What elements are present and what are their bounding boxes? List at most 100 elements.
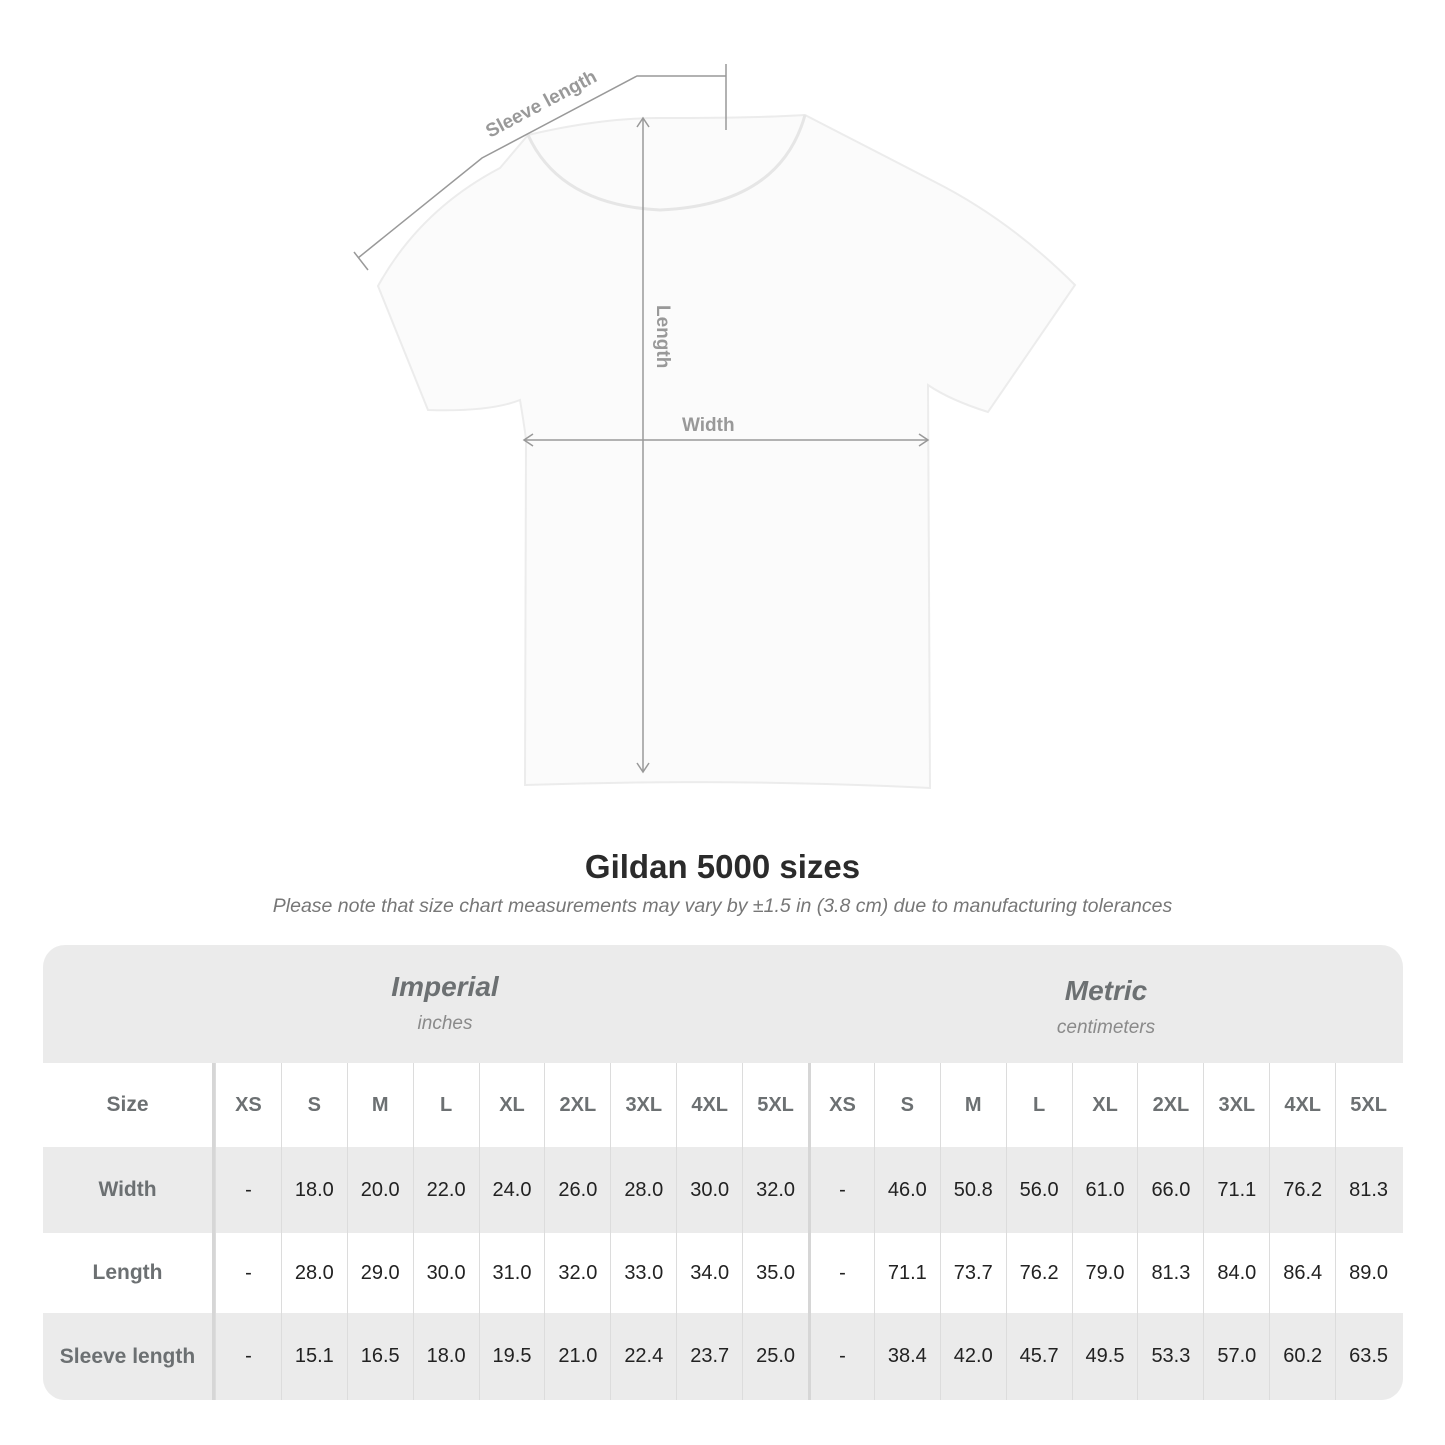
imperial-value-cell: 18.0	[280, 1147, 347, 1233]
metric-value-cell: 42.0	[939, 1313, 1006, 1400]
size-label: Size	[43, 1063, 215, 1147]
metric-value-cell: 57.0	[1203, 1313, 1269, 1400]
tolerance-note: Please note that size chart measurements…	[272, 895, 1173, 917]
imperial-value-cell: -	[215, 1233, 281, 1313]
imperial-size-header: 3XL	[610, 1063, 676, 1147]
imperial-value-cell: 35.0	[742, 1233, 808, 1313]
imperial-value-cell: -	[215, 1313, 281, 1400]
width-arrow-right	[918, 433, 930, 447]
table-row: Width -18.0 20.0 22.0 24.0 26.0 28.0 30.0 32.0-4…	[43, 1147, 1403, 1233]
imperial-size-header: 2XL	[544, 1063, 610, 1147]
metric-size-header: 3XL	[1203, 1063, 1269, 1147]
metric-value-cell: 81.3	[1137, 1233, 1203, 1313]
imperial-value-cell: 26.0	[544, 1147, 610, 1233]
tshirt-diagram: Sleeve length Length Width	[353, 64, 1077, 790]
metric-header: Metric centimeters	[809, 945, 1403, 1093]
imperial-value-cell: 15.1	[280, 1313, 347, 1400]
metric-value-cell: 60.2	[1269, 1313, 1335, 1400]
imperial-size-header: 5XL	[742, 1063, 808, 1147]
imperial-value-cell: 32.0	[544, 1233, 610, 1313]
metric-value-cell: 84.0	[1203, 1233, 1269, 1313]
metric-value-cell: 81.3	[1335, 1147, 1401, 1233]
metric-size-header: XL	[1071, 1063, 1138, 1147]
imperial-value-cell: 22.4	[610, 1313, 676, 1400]
row-label: Width	[43, 1147, 215, 1233]
metric-size-header: M	[939, 1063, 1006, 1147]
length-arrow-bottom	[636, 762, 650, 774]
length-arrow-top	[636, 116, 650, 128]
imperial-size-header: L	[412, 1063, 479, 1147]
imperial-value-cell: -	[215, 1147, 281, 1233]
metric-value-cell: 61.0	[1071, 1147, 1138, 1233]
imperial-size-header: M	[346, 1063, 413, 1147]
metric-title: Metric	[1064, 975, 1148, 1006]
size-header-row: Size XS S M L XL 2XL 3XL 4XL 5XL XS S M L XL 2XL 3XL 4XL…	[43, 1063, 1403, 1147]
row-label: Sleeve length	[43, 1313, 215, 1400]
metric-size-header: 5XL	[1335, 1063, 1401, 1147]
metric-value-cell: 63.5	[1335, 1313, 1401, 1400]
imperial-size-header: XS	[215, 1063, 281, 1147]
metric-value-cell: 76.2	[1269, 1147, 1335, 1233]
imperial-value-cell: 30.0	[412, 1233, 479, 1313]
imperial-value-cell: 28.0	[610, 1147, 676, 1233]
sleeve-measure-line	[357, 75, 726, 259]
imperial-value-cell: 24.0	[478, 1147, 545, 1233]
row-label: Length	[43, 1233, 215, 1313]
metric-size-header: XS	[808, 1063, 874, 1147]
metric-unit: centimeters	[1056, 1017, 1156, 1038]
imperial-value-cell: 21.0	[544, 1313, 610, 1400]
metric-value-cell: 45.7	[1005, 1313, 1072, 1400]
metric-value-cell: 56.0	[1005, 1147, 1072, 1233]
sleeve-tick-left	[353, 251, 369, 271]
metric-size-header: S	[873, 1063, 940, 1147]
imperial-value-cell: 23.7	[676, 1313, 742, 1400]
metric-size-header: 2XL	[1137, 1063, 1203, 1147]
imperial-value-cell: 29.0	[346, 1233, 413, 1313]
table-row: Length -28.0 29.0 30.0 31.0 32.0 33.0 34.0 35.0-…	[43, 1233, 1403, 1313]
imperial-value-cell: 32.0	[742, 1147, 808, 1233]
metric-value-cell: 38.4	[873, 1313, 940, 1400]
imperial-value-cell: 19.5	[478, 1313, 545, 1400]
metric-value-cell: 86.4	[1269, 1233, 1335, 1313]
metric-value-cell: 49.5	[1071, 1313, 1138, 1400]
metric-value-cell: 89.0	[1335, 1233, 1401, 1313]
metric-value-cell: -	[808, 1147, 874, 1233]
imperial-value-cell: 25.0	[742, 1313, 808, 1400]
imperial-value-cell: 33.0	[610, 1233, 676, 1313]
length-label: Length	[652, 305, 673, 368]
metric-value-cell: 73.7	[939, 1233, 1006, 1313]
imperial-value-cell: 28.0	[280, 1233, 347, 1313]
chart-title: Gildan 5000 sizes	[584, 848, 861, 885]
imperial-unit: inches	[417, 1013, 473, 1034]
metric-value-cell: 71.1	[1203, 1147, 1269, 1233]
imperial-size-header: XL	[478, 1063, 545, 1147]
metric-value-cell: 76.2	[1005, 1233, 1072, 1313]
imperial-value-cell: 30.0	[676, 1147, 742, 1233]
metric-value-cell: -	[808, 1233, 874, 1313]
tshirt-collar	[526, 114, 807, 212]
metric-value-cell: 50.8	[939, 1147, 1006, 1233]
imperial-value-cell: 18.0	[412, 1313, 479, 1400]
imperial-size-header: 4XL	[676, 1063, 742, 1147]
imperial-value-cell: 31.0	[478, 1233, 545, 1313]
width-arrow-left	[522, 433, 534, 447]
imperial-header: Imperial inches	[215, 945, 675, 1089]
metric-value-cell: 53.3	[1137, 1313, 1203, 1400]
size-table: Imperial inches Metric centimeters Size …	[43, 945, 1403, 1400]
metric-value-cell: 71.1	[873, 1233, 940, 1313]
metric-value-cell: 46.0	[873, 1147, 940, 1233]
metric-value-cell: 79.0	[1071, 1233, 1138, 1313]
imperial-value-cell: 34.0	[676, 1233, 742, 1313]
imperial-value-cell: 16.5	[346, 1313, 413, 1400]
imperial-value-cell: 22.0	[412, 1147, 479, 1233]
table-row: Sleeve length -15.1 16.5 18.0 19.5 21.0 22.4 23…	[43, 1313, 1403, 1400]
tshirt-shape	[376, 113, 1077, 790]
metric-size-header: 4XL	[1269, 1063, 1335, 1147]
imperial-size-header: S	[280, 1063, 347, 1147]
imperial-title: Imperial	[391, 971, 499, 1002]
metric-value-cell: 66.0	[1137, 1147, 1203, 1233]
width-label: Width	[682, 415, 735, 436]
metric-size-header: L	[1005, 1063, 1072, 1147]
imperial-value-cell: 20.0	[346, 1147, 413, 1233]
